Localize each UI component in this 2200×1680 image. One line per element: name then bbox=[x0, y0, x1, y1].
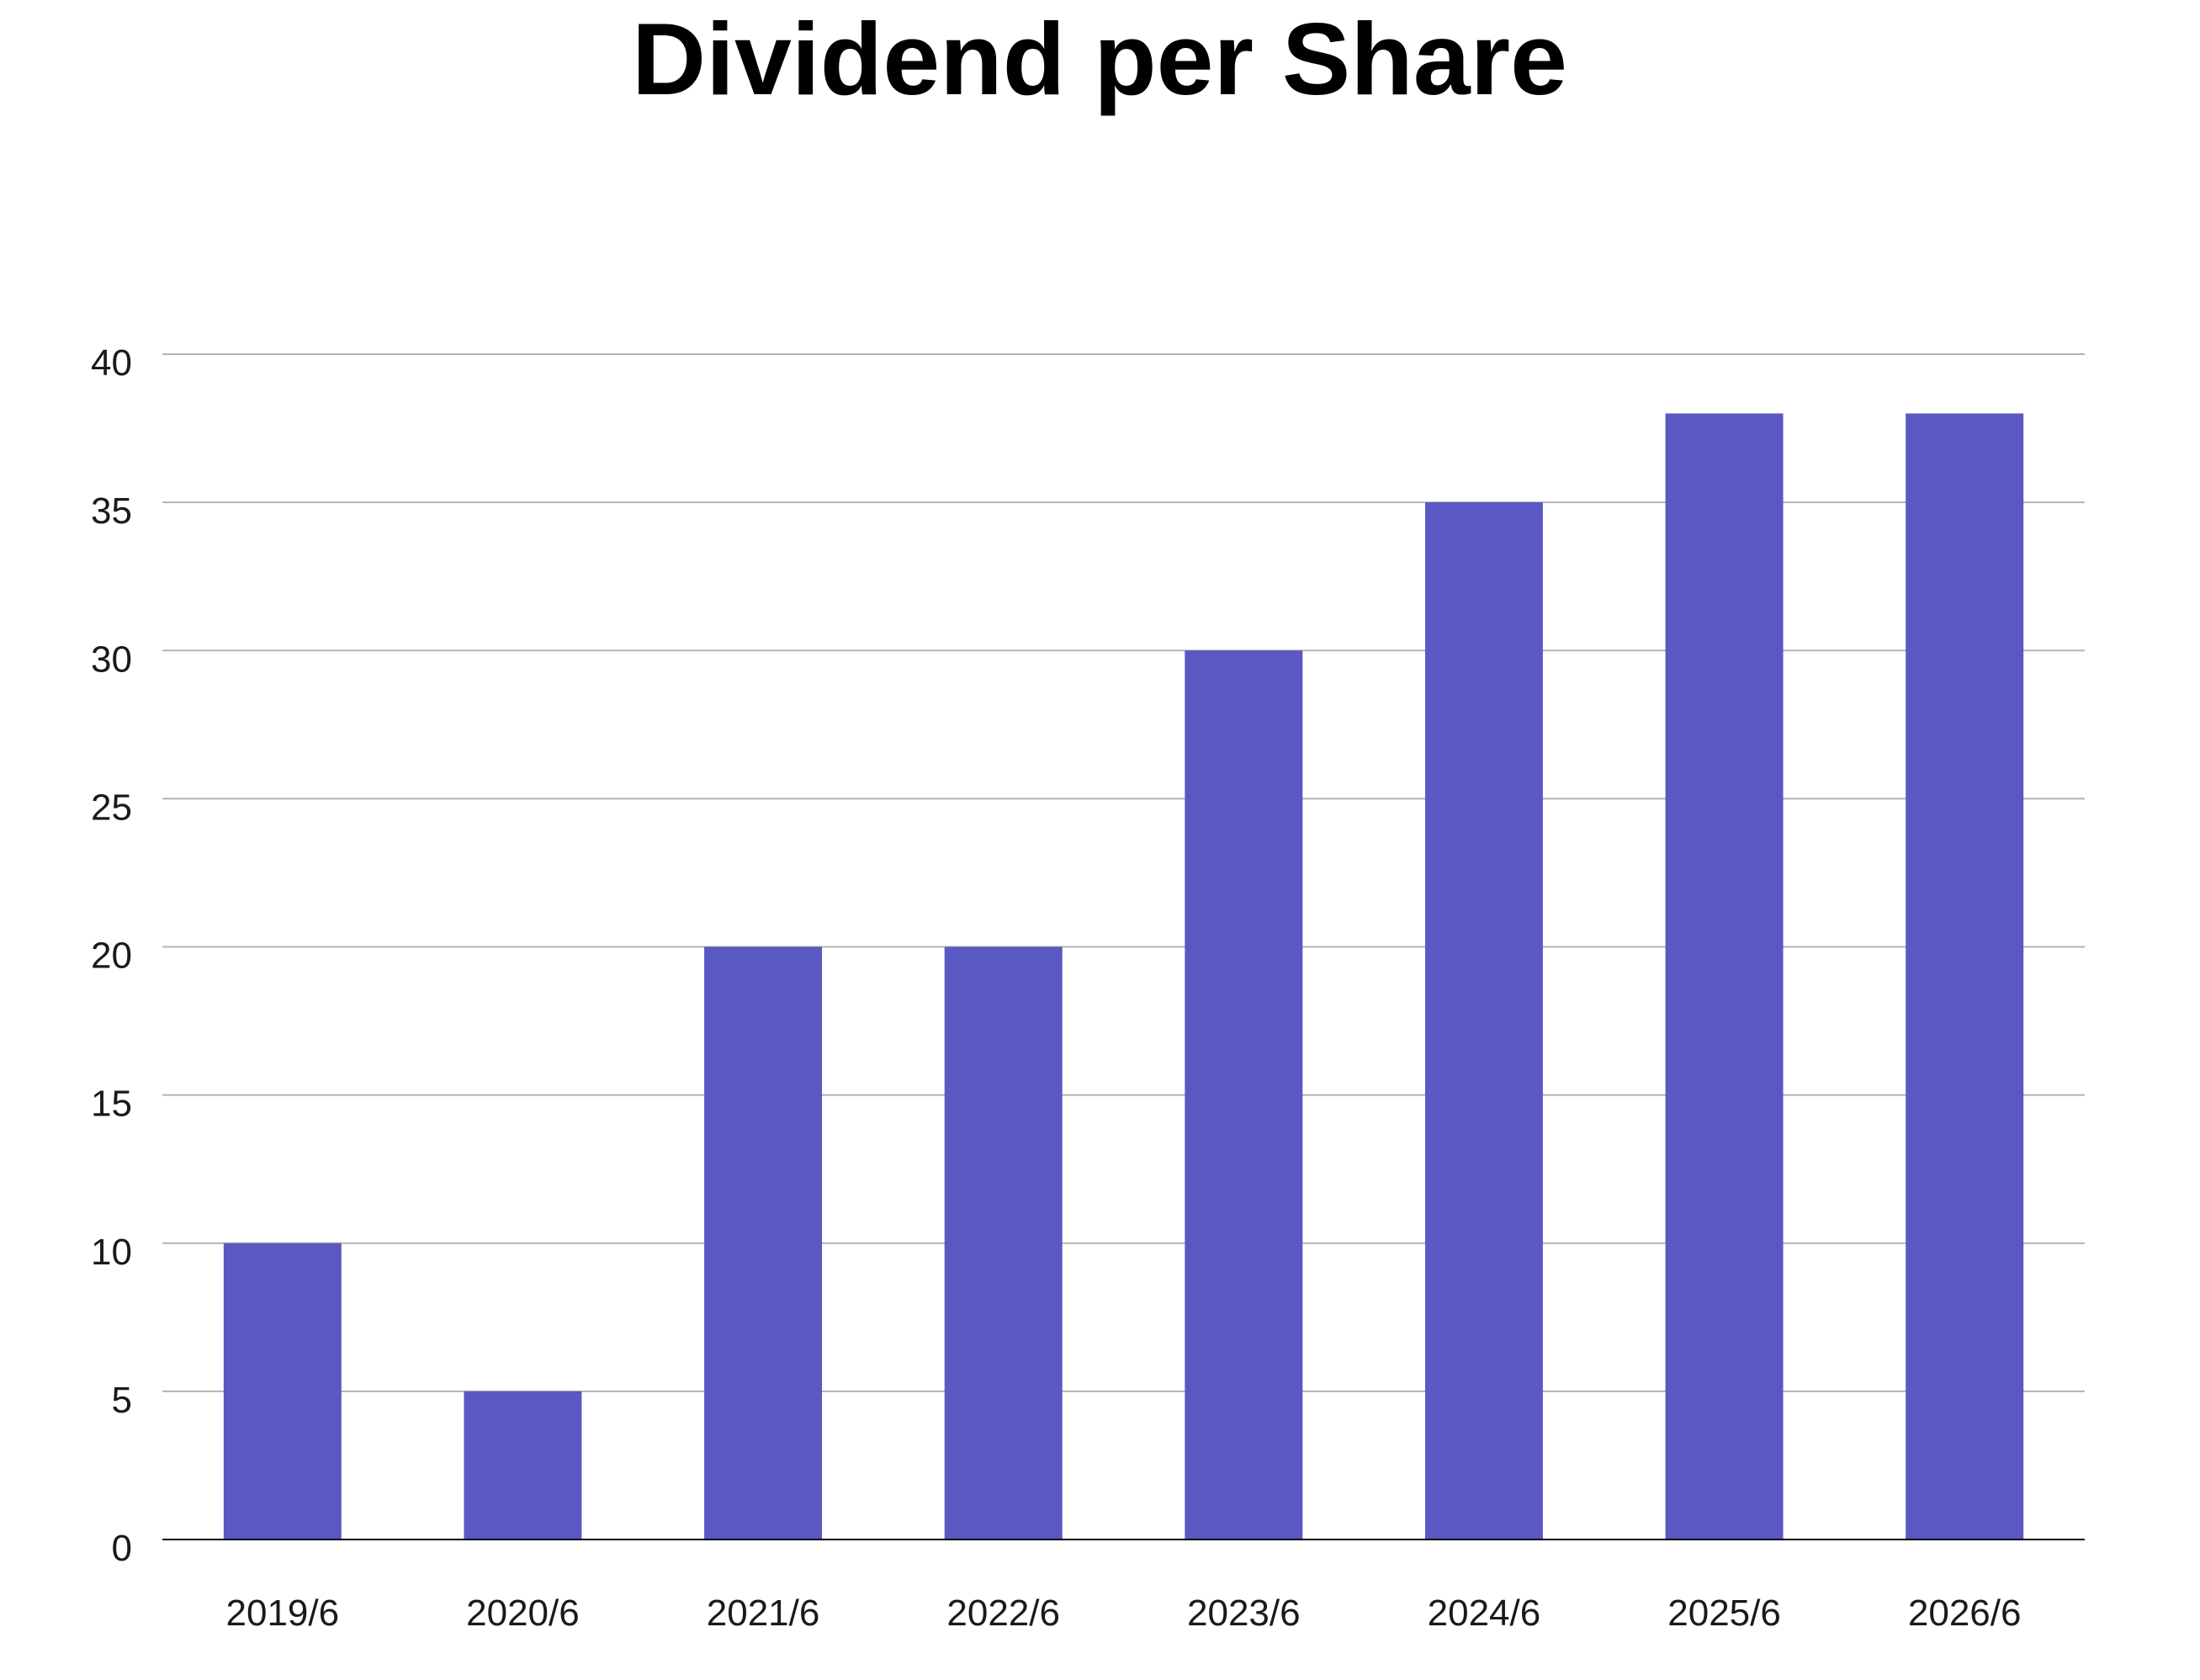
x-axis-category-labels: 2019/6 2020/6 2021/6 2022/6 2023/6 2024/6 2025… bbox=[226, 1593, 2022, 1634]
gridlines bbox=[162, 353, 2085, 1392]
x-category-label: 2019/6 bbox=[226, 1593, 340, 1634]
x-category-label: 2023/6 bbox=[1187, 1593, 1301, 1634]
x-category-label: 2021/6 bbox=[707, 1593, 820, 1634]
x-category-label: 2024/6 bbox=[1428, 1593, 1541, 1634]
x-category-label: 2025/6 bbox=[1667, 1593, 1781, 1634]
bars bbox=[223, 413, 2024, 1540]
y-tick-label: 20 bbox=[91, 935, 132, 977]
bar-2019-6 bbox=[223, 1243, 342, 1540]
y-tick-label: 10 bbox=[91, 1232, 132, 1273]
bar-2024-6 bbox=[1424, 502, 1543, 1540]
bar-2025-6 bbox=[1665, 413, 1784, 1540]
chart-title: Dividend per Share bbox=[632, 2, 1567, 116]
bar-2026-6 bbox=[1906, 413, 2024, 1540]
y-tick-label: 30 bbox=[91, 639, 132, 680]
y-tick-label: 35 bbox=[91, 490, 132, 532]
x-category-label: 2020/6 bbox=[466, 1593, 580, 1634]
y-tick-label: 25 bbox=[91, 787, 132, 828]
x-category-label: 2026/6 bbox=[1908, 1593, 2022, 1634]
y-tick-label: 5 bbox=[112, 1380, 132, 1421]
y-tick-label: 0 bbox=[112, 1528, 132, 1569]
y-axis-tick-labels: 0 5 10 15 20 25 30 35 40 bbox=[91, 342, 132, 1569]
bar-2022-6 bbox=[944, 946, 1063, 1540]
bar-2023-6 bbox=[1185, 650, 1303, 1540]
y-tick-label: 40 bbox=[91, 342, 132, 384]
bar-2021-6 bbox=[704, 946, 823, 1540]
x-category-label: 2022/6 bbox=[946, 1593, 1060, 1634]
y-tick-label: 15 bbox=[91, 1084, 132, 1125]
bar-2020-6 bbox=[464, 1391, 582, 1540]
